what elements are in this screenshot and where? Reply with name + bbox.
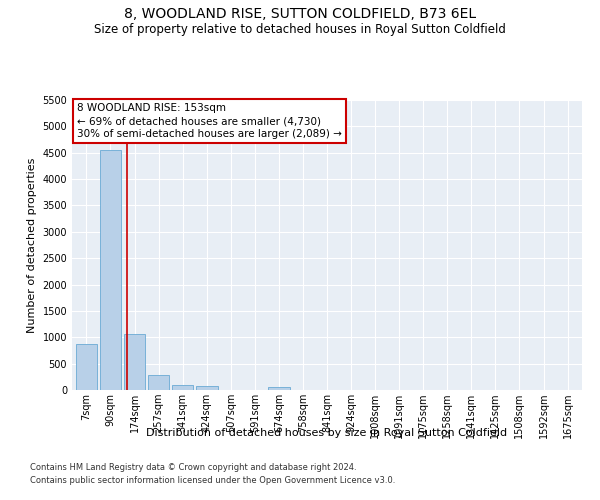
Bar	[268, 387, 290, 390]
Bar	[124, 334, 145, 390]
Y-axis label: Number of detached properties: Number of detached properties	[27, 158, 37, 332]
Bar	[100, 150, 121, 390]
Bar	[172, 386, 193, 390]
Text: Contains public sector information licensed under the Open Government Licence v3: Contains public sector information licen…	[30, 476, 395, 485]
Text: Distribution of detached houses by size in Royal Sutton Coldfield: Distribution of detached houses by size …	[146, 428, 508, 438]
Text: Size of property relative to detached houses in Royal Sutton Coldfield: Size of property relative to detached ho…	[94, 22, 506, 36]
Bar	[76, 344, 97, 390]
Text: 8 WOODLAND RISE: 153sqm
← 69% of detached houses are smaller (4,730)
30% of semi: 8 WOODLAND RISE: 153sqm ← 69% of detache…	[77, 103, 342, 140]
Bar	[148, 374, 169, 390]
Text: 8, WOODLAND RISE, SUTTON COLDFIELD, B73 6EL: 8, WOODLAND RISE, SUTTON COLDFIELD, B73 …	[124, 8, 476, 22]
Text: Contains HM Land Registry data © Crown copyright and database right 2024.: Contains HM Land Registry data © Crown c…	[30, 464, 356, 472]
Bar	[196, 386, 218, 390]
